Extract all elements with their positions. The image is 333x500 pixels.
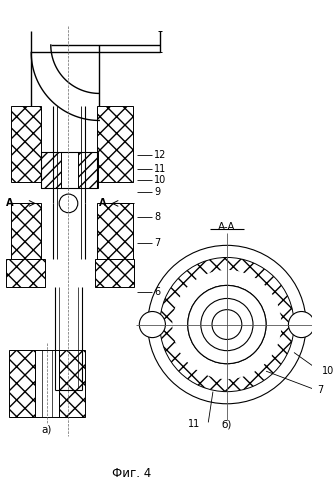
Bar: [6, 260, 45, 287]
Circle shape: [188, 286, 266, 364]
Text: 7: 7: [154, 238, 161, 248]
Circle shape: [139, 312, 166, 338]
Text: 11: 11: [154, 164, 166, 174]
Text: A-A: A-A: [218, 222, 236, 232]
Bar: [11, 204, 41, 260]
Text: A: A: [6, 198, 14, 208]
Text: 11: 11: [188, 420, 200, 430]
Wedge shape: [160, 258, 294, 392]
Text: 10: 10: [322, 366, 333, 376]
Bar: [59, 350, 85, 417]
Circle shape: [59, 194, 78, 212]
Circle shape: [212, 310, 242, 340]
Text: 6: 6: [154, 287, 161, 297]
Circle shape: [188, 286, 266, 364]
Bar: [11, 106, 41, 182]
Bar: [41, 152, 61, 188]
Circle shape: [288, 312, 315, 338]
Text: а): а): [42, 425, 52, 435]
Text: 9: 9: [154, 187, 161, 197]
Circle shape: [148, 246, 306, 404]
Circle shape: [201, 298, 253, 350]
Text: A: A: [99, 198, 107, 208]
Text: 12: 12: [154, 150, 166, 160]
Bar: [95, 260, 134, 287]
Bar: [78, 152, 98, 188]
Bar: [9, 350, 35, 417]
Text: 7: 7: [317, 385, 324, 395]
Text: 8: 8: [154, 212, 161, 222]
Bar: [97, 106, 133, 182]
Bar: [97, 204, 133, 260]
Text: 10: 10: [154, 175, 166, 185]
Text: Фиг. 4: Фиг. 4: [112, 467, 152, 480]
Circle shape: [173, 270, 281, 378]
Text: б): б): [222, 420, 232, 430]
